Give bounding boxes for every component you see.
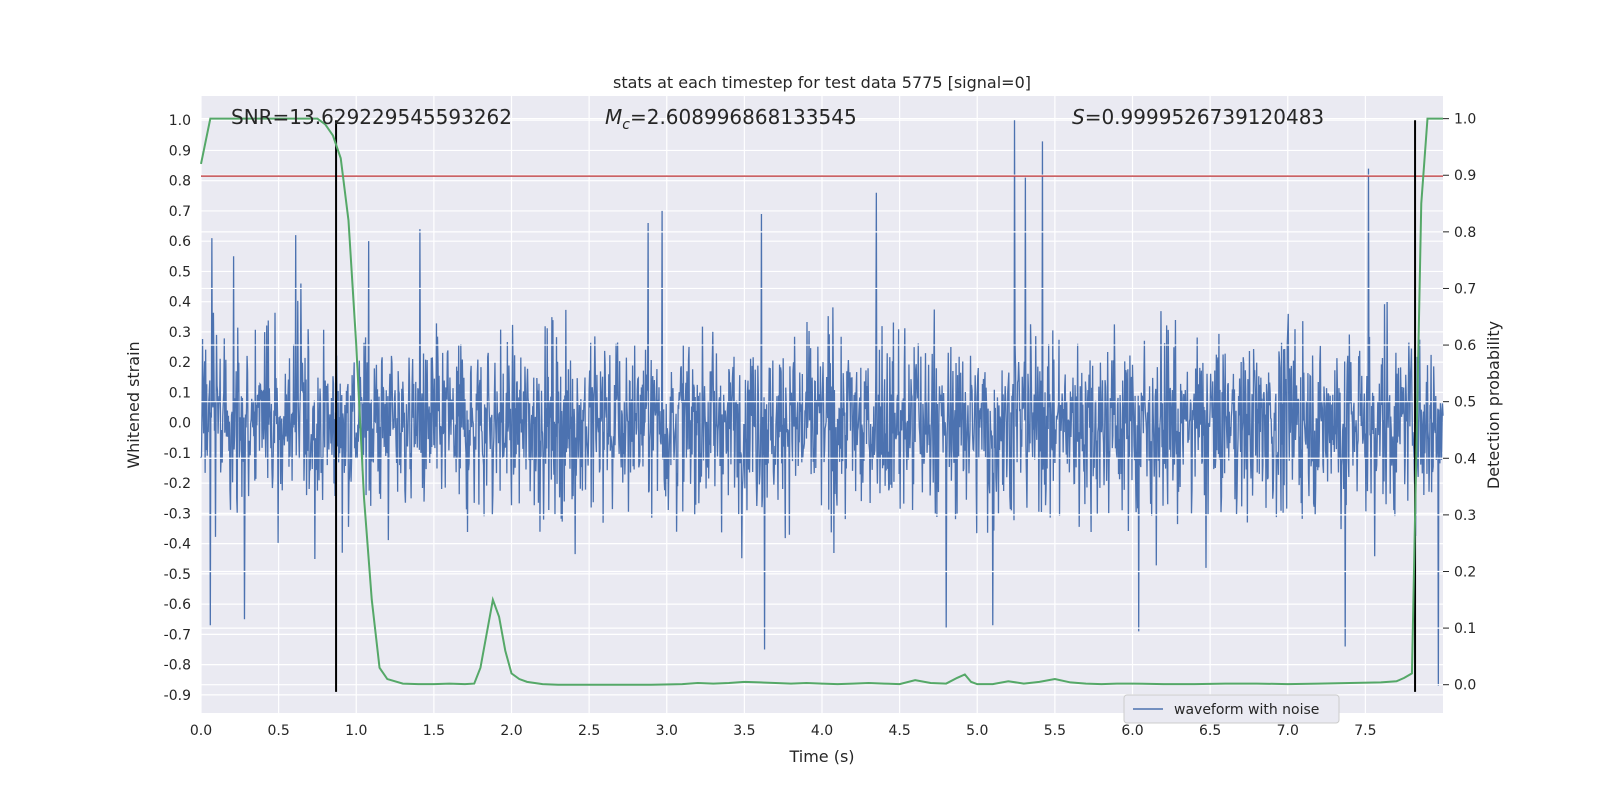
y-tick-label-right: 0.1 [1454,621,1476,637]
y-tick-label-right: 1.0 [1454,112,1476,128]
x-tick-label: 2.0 [500,723,522,739]
y-tick-label-left: 0.5 [169,264,191,280]
y-tick-label-left: -0.2 [164,476,191,492]
y-tick-label-left: 0.0 [169,416,191,432]
x-tick-label: 5.0 [966,723,988,739]
y-tick-label-right: 0.0 [1454,678,1476,694]
x-tick-label: 1.5 [423,723,445,739]
waveform-series [200,120,1444,686]
y-axis-label-left: Whitened strain [124,341,143,468]
y-tick-label-left: 0.1 [169,385,191,401]
y-tick-label-left: 0.6 [169,234,191,250]
y-tick-label-left: 0.8 [169,174,191,190]
y-tick-label-left: -0.8 [164,658,191,674]
s-symbol: S [1072,105,1085,129]
axis-ticks: 0.0 0.5 1.0 1.5 2.0 2.5 3.0 3.5 4.0 4.5 5.0 5.5 6.0 6… [164,112,1477,739]
x-tick-label: 4.0 [811,723,833,739]
x-tick-label: 5.5 [1044,723,1066,739]
y-tick-label-right: 0.4 [1454,451,1476,467]
y-tick-label-left: 0.9 [169,143,191,159]
y-tick-label-right: 0.7 [1454,281,1476,297]
y-tick-label-right: 0.6 [1454,338,1476,354]
chirp-mass-value: =2.608996868133545 [630,105,857,129]
y-tick-label-left: 0.4 [169,295,191,311]
x-axis-label: Time (s) [788,747,854,766]
x-tick-label: 7.0 [1277,723,1299,739]
y-tick-label-left: -0.9 [164,688,191,704]
waveform-line [200,120,1444,686]
y-tick-label-left: -0.1 [164,446,191,462]
y-axis-label-right: Detection probability [1484,321,1503,489]
s-value: =0.9999526739120483 [1085,105,1324,129]
s-annotation: S=0.9999526739120483 [1072,105,1324,129]
chirp-mass-symbol: M [605,105,622,129]
y-tick-label-left: 0.3 [169,325,191,341]
snr-annotation: SNR=13.629229545593262 [231,105,512,129]
y-tick-label-left: 0.2 [169,355,191,371]
chart-title: stats at each timestep for test data 577… [613,73,1031,92]
chirp-mass-annotation: Mc=2.608996868133545 [605,105,857,133]
y-tick-label-right: 0.8 [1454,225,1476,241]
chirp-mass-subscript: c [622,117,630,133]
legend-label-waveform: waveform with noise [1174,702,1319,718]
y-tick-label-left: 1.0 [169,113,191,129]
x-tick-label: 0.0 [190,723,212,739]
y-tick-label-left: -0.6 [164,597,191,613]
legend: waveform with noise [1123,694,1340,724]
y-tick-label-left: -0.4 [164,537,191,553]
x-tick-label: 6.5 [1199,723,1221,739]
overlay-lines [200,117,1443,692]
y-tick-label-left: -0.5 [164,567,191,583]
y-tick-label-left: -0.3 [164,506,191,522]
x-tick-label: 2.5 [578,723,600,739]
y-tick-label-left: -0.7 [164,627,191,643]
legend-box [1123,694,1340,724]
x-tick-label: 7.5 [1354,723,1376,739]
y-tick-label-right: 0.2 [1454,564,1476,580]
y-tick-label-right: 0.5 [1454,395,1476,411]
x-tick-label: 4.5 [888,723,910,739]
x-tick-label: 1.0 [345,723,367,739]
x-tick-label: 6.0 [1121,723,1143,739]
y-tick-label-right: 0.3 [1454,508,1476,524]
x-tick-label: 0.5 [267,723,289,739]
detection-probability-line [200,117,1443,686]
x-tick-label: 3.5 [733,723,755,739]
y-tick-label-left: 0.7 [169,204,191,220]
y-tick-label-right: 0.9 [1454,168,1476,184]
x-tick-label: 3.0 [656,723,678,739]
